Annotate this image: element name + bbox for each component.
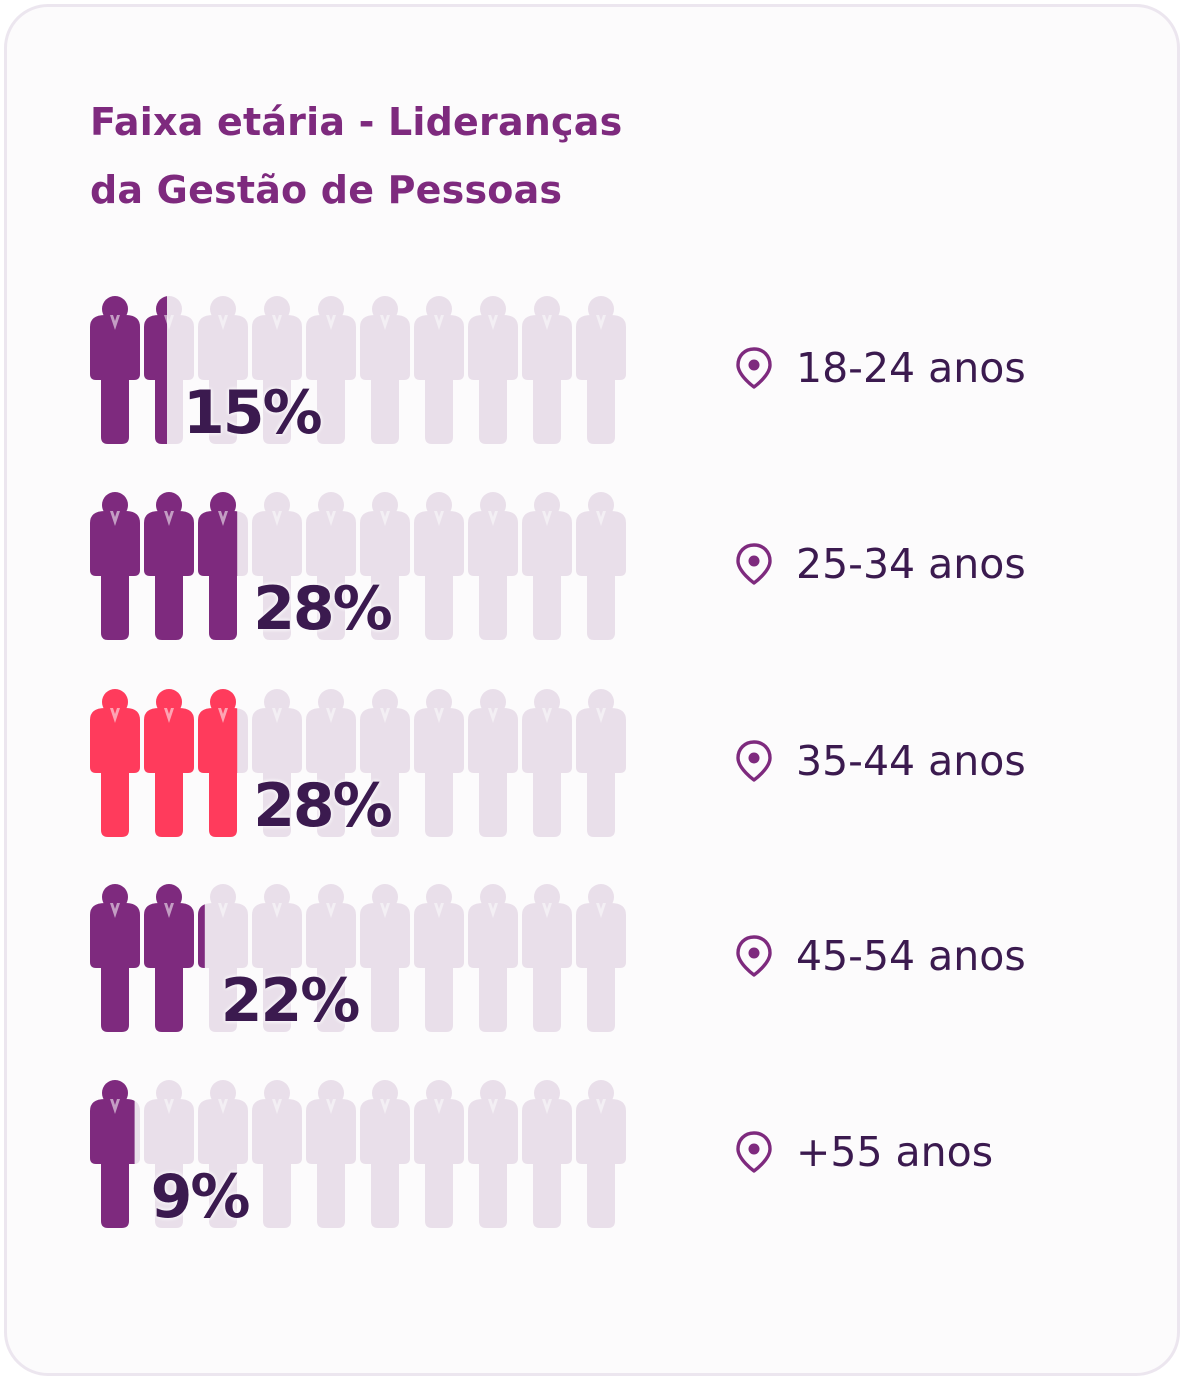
person-figure-empty <box>468 492 518 640</box>
person-figure-filled <box>144 492 194 640</box>
person-figure-empty <box>522 492 572 640</box>
person-figure-filled <box>144 296 167 444</box>
person-figure-empty <box>306 884 356 1032</box>
person-figure-filled <box>198 492 238 640</box>
filled-figures <box>90 296 167 444</box>
age-group-row-45-54: 22% 45-54 anos <box>0 884 1188 1036</box>
location-pin-icon <box>736 347 772 389</box>
age-group-label: 35-44 anos <box>796 737 1026 785</box>
filled-figures <box>90 884 205 1032</box>
age-group-label: 45-54 anos <box>796 932 1026 980</box>
person-figure-empty <box>360 884 410 1032</box>
person-figure-empty <box>576 296 626 444</box>
person-figure-empty <box>522 884 572 1032</box>
age-group-label: 25-34 anos <box>796 540 1026 588</box>
person-figure-empty <box>468 884 518 1032</box>
age-group-label: 18-24 anos <box>796 344 1026 392</box>
person-figure-empty <box>522 296 572 444</box>
location-pin-icon <box>736 935 772 977</box>
person-figure-empty <box>360 1080 410 1228</box>
person-figure-empty <box>252 884 302 1032</box>
person-figure-empty <box>576 689 626 837</box>
person-figure-filled <box>90 492 140 640</box>
person-figure-empty <box>198 884 248 1032</box>
pictogram-45-54 <box>90 884 626 1032</box>
person-figure-filled <box>144 884 194 1032</box>
person-figure-filled <box>198 689 238 837</box>
percentage-label: 28% <box>253 771 393 841</box>
pictogram-25-34 <box>90 492 626 640</box>
person-figure-empty <box>252 296 302 444</box>
person-figure-empty <box>414 296 464 444</box>
person-figure-filled <box>90 296 140 444</box>
person-figure-empty <box>360 689 410 837</box>
person-figure-filled <box>198 904 205 968</box>
person-figure-filled <box>144 689 194 837</box>
age-group-row-35-44: 28% 35-44 anos <box>0 689 1188 841</box>
person-figure-empty <box>414 1080 464 1228</box>
percentage-label: 9% <box>150 1162 251 1232</box>
chart-title-line-2: da Gestão de Pessoas <box>90 168 563 212</box>
age-group-row-18-24: 15% 18-24 anos <box>0 296 1188 448</box>
person-figure-empty <box>468 689 518 837</box>
person-figure-empty <box>576 492 626 640</box>
person-figure-empty <box>144 1080 194 1228</box>
person-figure-empty <box>198 296 248 444</box>
person-figure-empty <box>576 884 626 1032</box>
person-figure-empty <box>468 1080 518 1228</box>
background-figures <box>90 296 626 444</box>
age-group-label: +55 anos <box>796 1128 994 1176</box>
filled-figures <box>90 689 238 837</box>
person-figure-empty <box>468 296 518 444</box>
pictogram-35-44 <box>90 689 626 837</box>
person-figure-empty <box>306 1080 356 1228</box>
person-figure-empty <box>576 1080 626 1228</box>
person-figure-empty <box>252 492 302 640</box>
person-figure-empty <box>306 689 356 837</box>
age-group-row-55-plus: 9% +55 anos <box>0 1080 1188 1232</box>
person-figure-empty <box>414 492 464 640</box>
person-figure-empty <box>252 689 302 837</box>
person-figure-empty <box>198 1080 248 1228</box>
person-figure-filled <box>90 1080 135 1228</box>
chart-title: Faixa etária - Lideranças da Gestão de P… <box>90 88 750 224</box>
percentage-label: 28% <box>253 574 393 644</box>
person-figure-empty <box>522 689 572 837</box>
person-figure-empty <box>252 1080 302 1228</box>
person-figure-empty <box>360 296 410 444</box>
location-pin-icon <box>736 740 772 782</box>
person-figure-empty <box>522 1080 572 1228</box>
percentage-label: 22% <box>220 966 361 1036</box>
pictogram-18-24 <box>90 296 626 444</box>
person-figure-empty <box>414 884 464 1032</box>
location-pin-icon <box>736 1131 772 1173</box>
person-figure-filled <box>90 884 140 1032</box>
filled-figures <box>90 492 238 640</box>
age-group-row-25-34: 28% 25-34 anos <box>0 492 1188 644</box>
filled-figures <box>90 1080 135 1228</box>
person-figure-empty <box>414 689 464 837</box>
percentage-label: 15% <box>183 378 323 448</box>
location-pin-icon <box>736 543 772 585</box>
person-figure-empty <box>360 492 410 640</box>
person-figure-filled <box>90 689 140 837</box>
person-figure-empty <box>306 296 356 444</box>
person-figure-empty <box>306 492 356 640</box>
pictogram-55-plus <box>90 1080 626 1228</box>
chart-title-line-1: Faixa etária - Lideranças <box>90 100 623 144</box>
